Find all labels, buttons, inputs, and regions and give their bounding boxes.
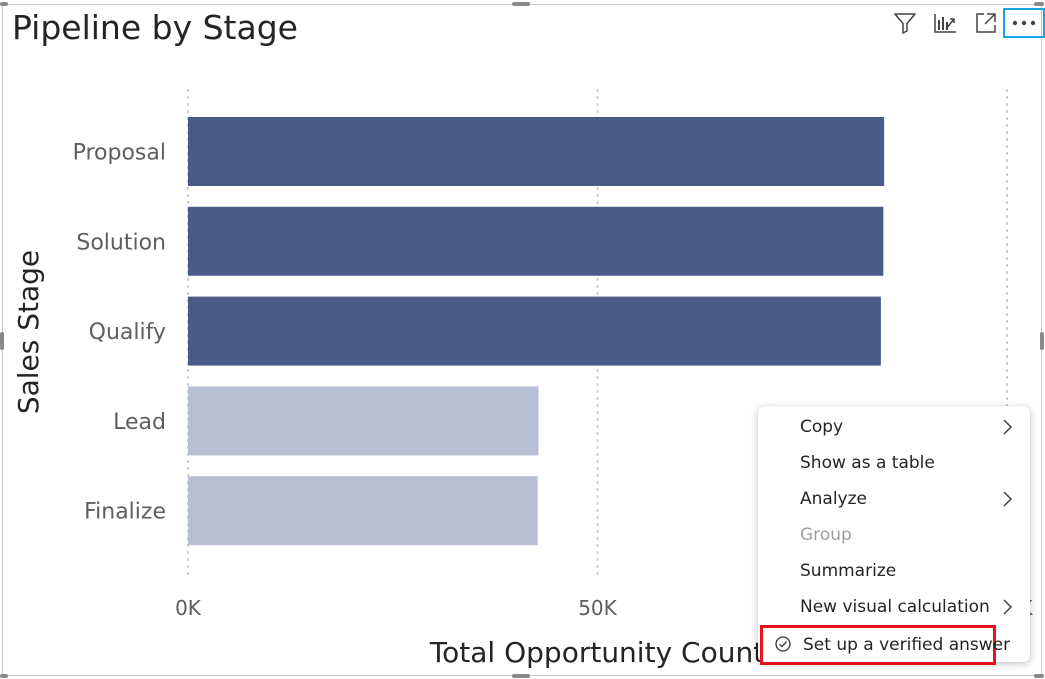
menu-item-show-as-table[interactable]: Show as a table xyxy=(758,445,1030,481)
resize-handle-top[interactable] xyxy=(512,2,530,6)
more-options-icon[interactable] xyxy=(1003,8,1045,38)
bar[interactable] xyxy=(188,386,539,456)
menu-item-group: Group xyxy=(758,517,1030,553)
resize-handle-bottom-left[interactable] xyxy=(0,674,8,678)
chevron-right-icon xyxy=(1003,491,1013,507)
focus-mode-icon[interactable] xyxy=(971,8,1001,38)
menu-item-label: Analyze xyxy=(800,489,867,509)
y-axis-title: Sales Stage xyxy=(12,250,45,414)
visual-title: Pipeline by Stage xyxy=(12,8,298,47)
bar[interactable] xyxy=(188,117,885,186)
resize-handle-bottom-right[interactable] xyxy=(1034,674,1044,678)
category-label: Solution xyxy=(76,230,166,255)
category-label: Finalize xyxy=(84,500,166,525)
menu-item-label: Copy xyxy=(800,417,844,437)
x-axis-title: Total Opportunity Count xyxy=(429,636,764,669)
menu-item-copy[interactable]: Copy xyxy=(758,409,1030,445)
category-label: Qualify xyxy=(89,320,166,345)
check-circle-icon xyxy=(775,636,791,652)
bar[interactable] xyxy=(188,476,538,546)
menu-item-analyze[interactable]: Analyze xyxy=(758,481,1030,517)
x-tick-label: 50K xyxy=(578,596,617,620)
menu-item-label: Group xyxy=(800,525,852,545)
chevron-right-icon xyxy=(1003,599,1013,615)
menu-item-new-visual-calculation[interactable]: New visual calculation xyxy=(758,589,1030,625)
menu-item-label: Set up a verified answer xyxy=(803,635,1011,655)
menu-item-label: Show as a table xyxy=(800,453,935,473)
resize-handle-top-right[interactable] xyxy=(1034,2,1044,6)
filter-icon[interactable] xyxy=(890,8,920,38)
drill-icon[interactable] xyxy=(930,8,960,38)
resize-handle-left[interactable] xyxy=(0,332,4,350)
resize-handle-bottom[interactable] xyxy=(512,674,530,678)
resize-handle-right[interactable] xyxy=(1040,332,1044,350)
menu-item-label: Summarize xyxy=(800,561,897,581)
category-label: Lead xyxy=(113,410,166,435)
context-menu: Copy Show as a table Analyze Group Summa… xyxy=(758,406,1030,665)
bar[interactable] xyxy=(188,206,884,276)
chevron-right-icon xyxy=(1003,419,1013,435)
menu-item-set-up-verified-answer[interactable]: Set up a verified answer xyxy=(760,625,1010,665)
menu-item-summarize[interactable]: Summarize xyxy=(758,553,1030,589)
bar[interactable] xyxy=(188,296,881,366)
resize-handle-top-left[interactable] xyxy=(0,2,8,6)
category-label: Proposal xyxy=(73,141,166,166)
menu-item-label: New visual calculation xyxy=(800,597,990,617)
x-tick-label: 0K xyxy=(175,596,202,620)
